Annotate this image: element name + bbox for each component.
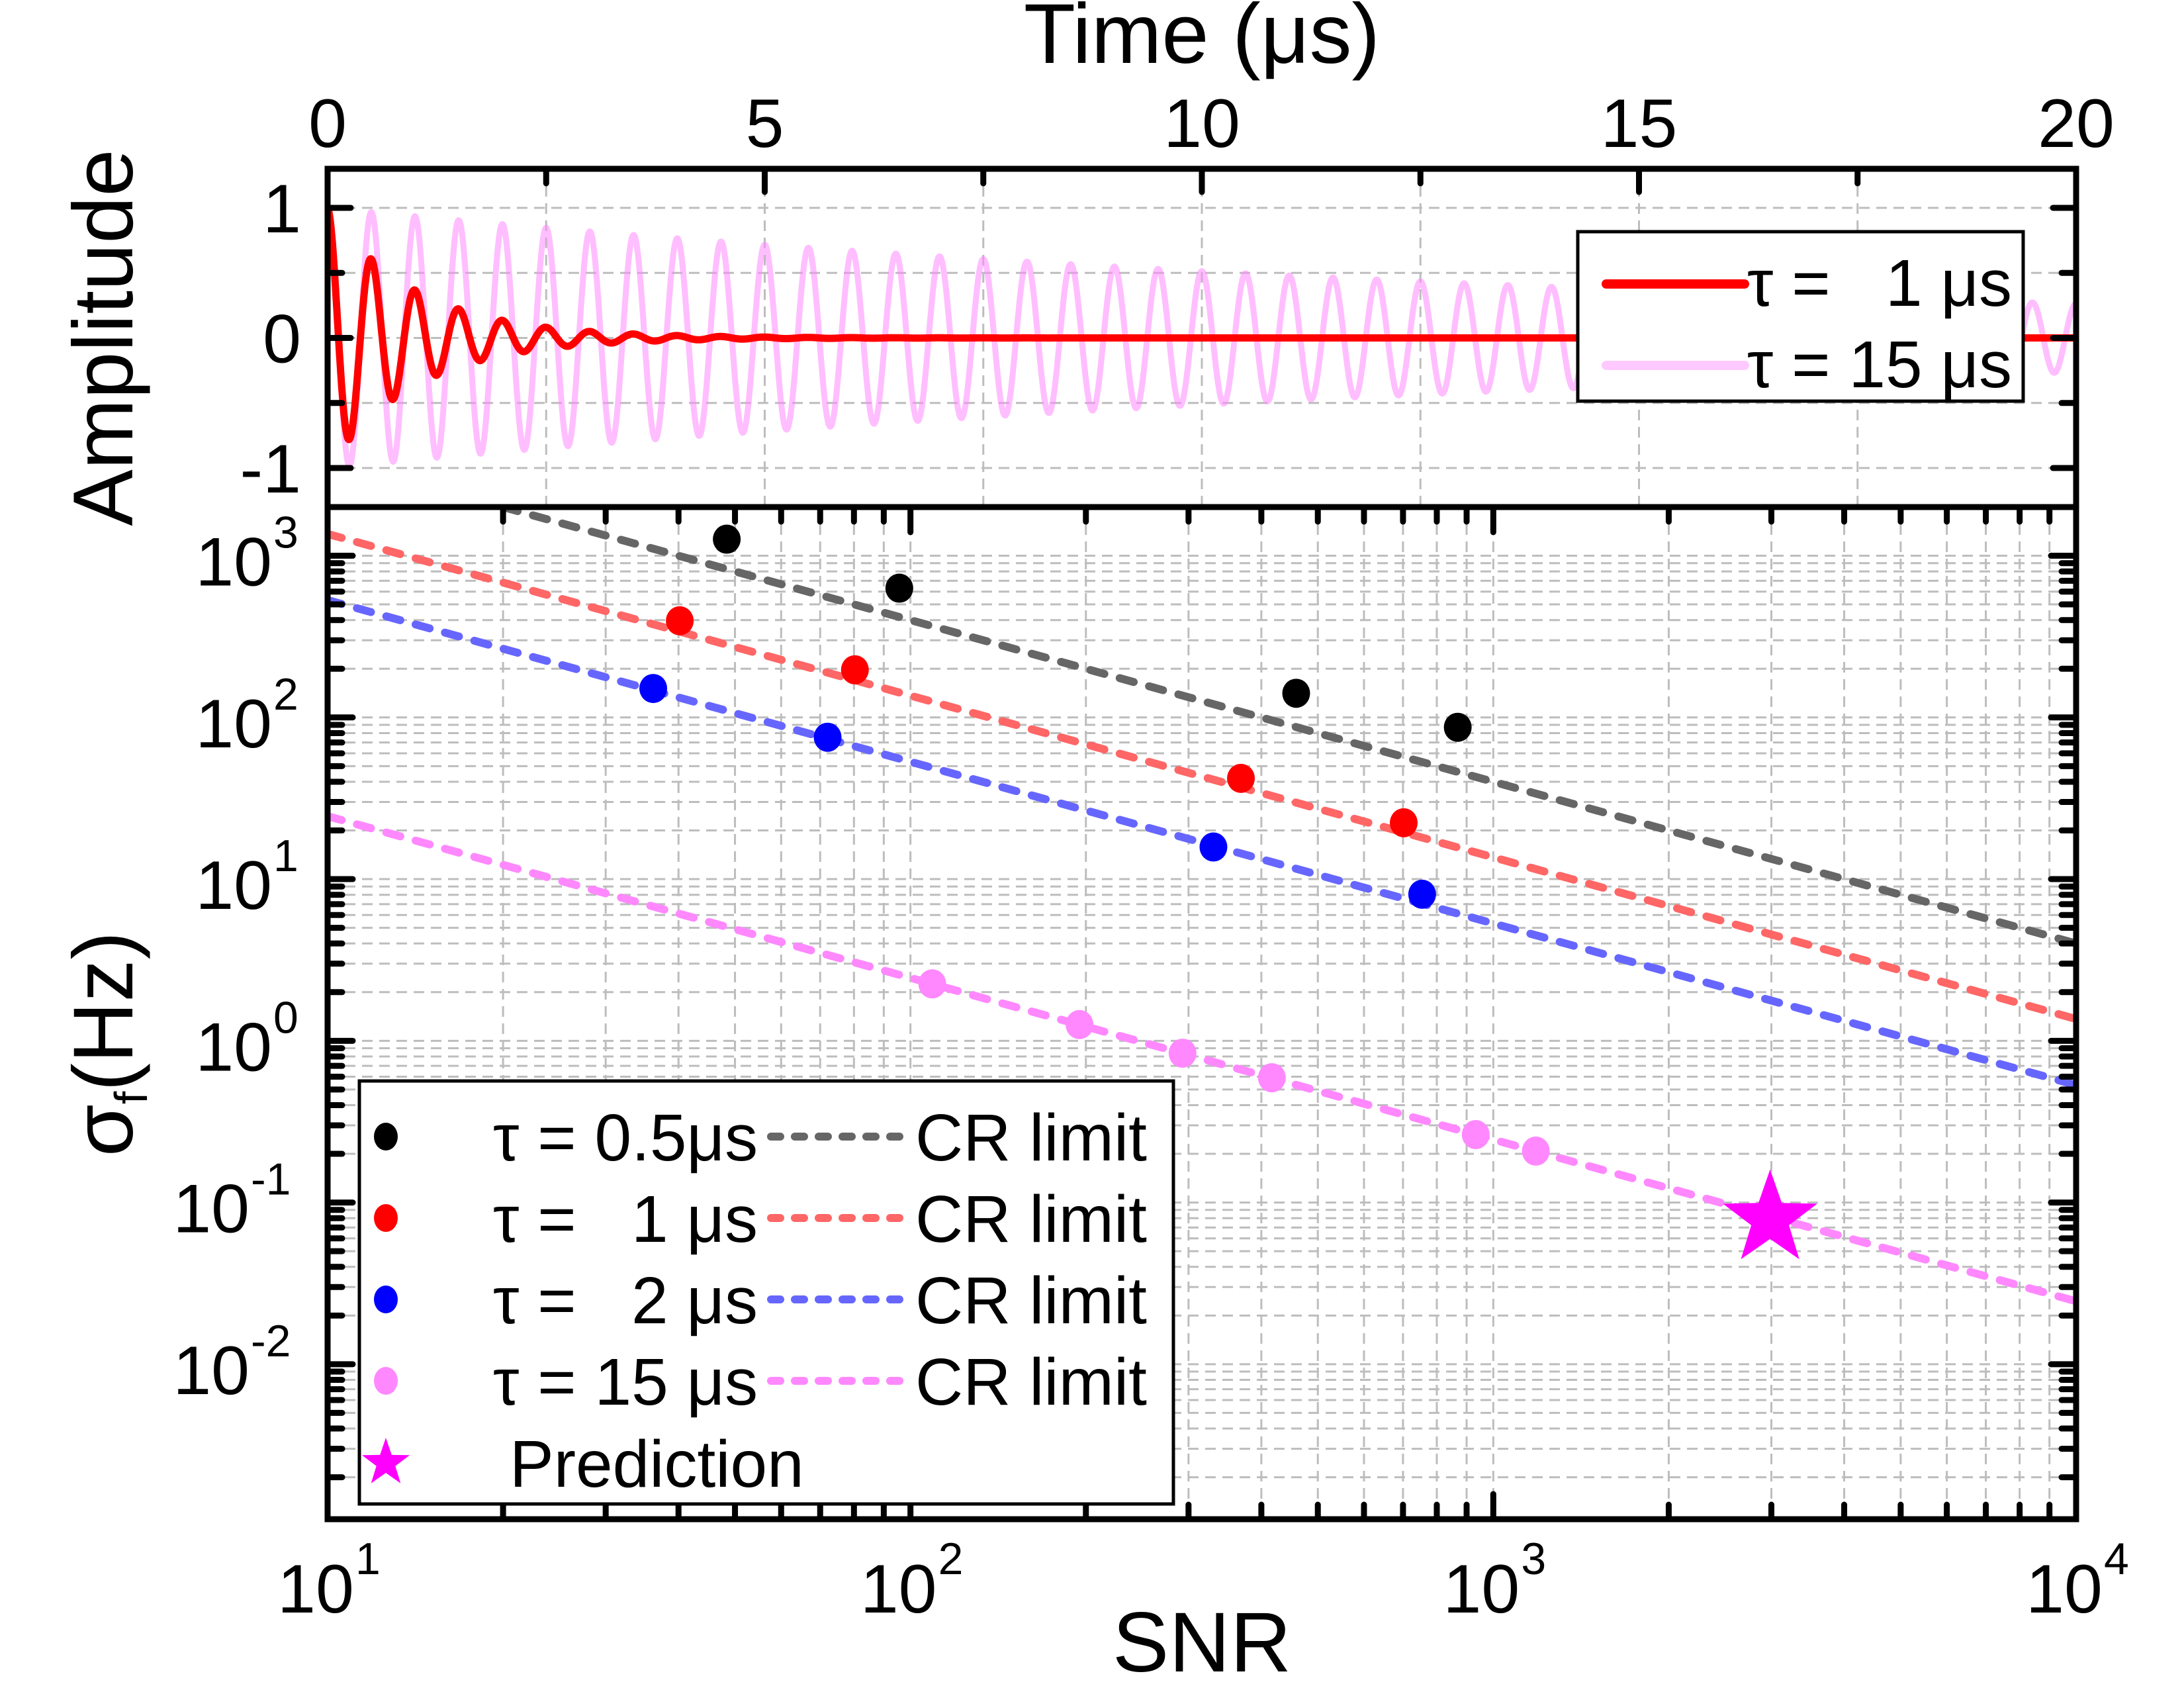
data-point <box>841 655 869 684</box>
data-point <box>639 674 668 704</box>
sigma-tick-exponent: 1 <box>273 831 298 881</box>
amplitude-grid <box>328 169 2076 507</box>
legend-marker-icon <box>374 1123 398 1150</box>
legend-cr-label: CR limit <box>915 1264 1147 1338</box>
data-point <box>1443 712 1472 742</box>
legend-marker-icon <box>374 1367 398 1395</box>
legend-row: τ = 2 μs CR limit <box>374 1264 1147 1338</box>
snr-tick-exponent: 4 <box>2104 1534 2129 1584</box>
legend-marker-icon <box>374 1204 398 1232</box>
legend-row: τ = 15 μs CR limit <box>374 1345 1147 1419</box>
legend-label-tau-1us: τ = 1 μs <box>1747 246 2012 320</box>
time-tick-label: 10 <box>1163 85 1240 162</box>
time-tick-label: 20 <box>2038 85 2115 162</box>
amplitude-tick-label: 1 <box>263 171 301 248</box>
snr-tick-label: 10 <box>2026 1551 2103 1628</box>
data-point <box>713 524 741 554</box>
data-point <box>1257 1063 1286 1093</box>
sigma-axis-title: σf(Hz) <box>56 931 157 1156</box>
cr-limit-line <box>488 507 2076 948</box>
legend-cr-label: CR limit <box>915 1345 1147 1419</box>
data-point <box>1461 1120 1490 1150</box>
data-point <box>666 606 694 635</box>
amplitude-legend: τ = 1 μs τ = 15 μs <box>1576 230 2025 403</box>
sigma-tick-label: 10 <box>173 1333 250 1409</box>
data-point <box>1390 808 1418 837</box>
snr-tick-label: 10 <box>860 1551 937 1628</box>
snr-axis-title: SNR <box>1113 1595 1291 1688</box>
sigma-axis-title-sub: f <box>105 1091 157 1104</box>
amplitude-tick-label: -1 <box>240 431 301 508</box>
sigma-tick-label: 10 <box>195 1009 272 1086</box>
time-axis-title: Time (μs) <box>1024 0 1380 81</box>
snr-tick-label: 10 <box>277 1551 354 1628</box>
sigma-tick-exponent: -2 <box>251 1316 291 1366</box>
legend-label: τ = 0.5μs <box>493 1101 758 1175</box>
sigma-tick-exponent: 2 <box>273 669 298 720</box>
legend-cr-label: CR limit <box>915 1182 1147 1256</box>
amplitude-axis-title: Amplitude <box>56 149 151 526</box>
legend-label: τ = 1 μs <box>493 1182 758 1256</box>
legend-row: Prediction <box>361 1427 804 1501</box>
data-point <box>1408 879 1436 909</box>
legend-label: τ = 15 μs <box>493 1345 758 1419</box>
cr-limit-lines <box>328 507 2076 1305</box>
legend-row: τ = 0.5μs CR limit <box>374 1101 1147 1175</box>
cr-limit-line <box>328 530 2076 1023</box>
snr-tick-exponent: 1 <box>355 1534 381 1584</box>
sigma-axis-title-rest: (Hz) <box>56 931 151 1092</box>
time-tick-label: 5 <box>746 85 784 162</box>
sigma-legend-box <box>357 1079 1175 1506</box>
prediction-star-marker <box>1723 1169 1817 1260</box>
time-tick-label: 0 <box>308 85 347 162</box>
data-point <box>1168 1039 1197 1068</box>
sigma-tick-label: 10 <box>195 847 272 924</box>
sigma-tick-exponent: 3 <box>273 508 298 558</box>
snr-tick-exponent: 3 <box>1521 1534 1546 1584</box>
legend-star-icon <box>361 1438 410 1483</box>
amplitude-tick-label: 0 <box>263 301 301 378</box>
legend-row: τ = 1 μs CR limit <box>374 1182 1147 1256</box>
data-point <box>1522 1136 1550 1166</box>
data-point <box>1227 763 1255 793</box>
data-point <box>1282 679 1310 708</box>
legend-marker-icon <box>374 1286 398 1313</box>
snr-tick-exponent: 2 <box>938 1534 964 1584</box>
snr-tick-label: 10 <box>1443 1551 1520 1628</box>
legend-label: τ = 2 μs <box>493 1264 758 1338</box>
data-point <box>918 969 946 999</box>
legend-label: Prediction <box>510 1427 804 1501</box>
data-point <box>813 722 842 752</box>
sigma-tick-label: 10 <box>195 524 272 601</box>
amplitude-legend-box <box>1576 230 2025 403</box>
data-point <box>885 573 913 603</box>
legend-cr-label: CR limit <box>915 1101 1147 1175</box>
cr-limit-line <box>328 812 2076 1305</box>
sigma-axis-title-main: σ <box>56 1104 151 1156</box>
sigma-tick-label: 10 <box>195 686 272 763</box>
sigma-data-points <box>639 524 1817 1260</box>
cr-limit-line <box>328 596 2076 1090</box>
sigma-tick-label: 10 <box>173 1171 250 1248</box>
data-point <box>1066 1009 1094 1039</box>
data-point <box>1199 832 1228 862</box>
sigma-tick-exponent: -1 <box>251 1154 291 1205</box>
time-tick-label: 15 <box>1601 85 1678 162</box>
sigma-frame <box>324 504 2079 1523</box>
legend-label-tau-15us: τ = 15 μs <box>1747 328 2012 402</box>
sigma-tick-exponent: 0 <box>273 992 298 1043</box>
